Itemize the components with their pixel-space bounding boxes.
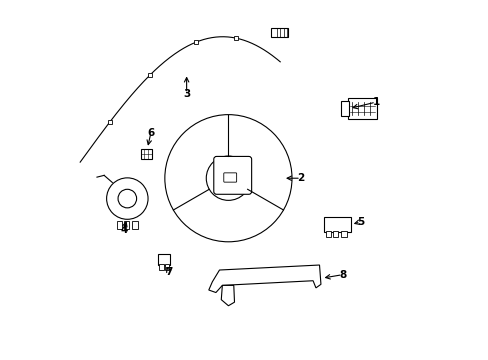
Text: 7: 7 [165,267,172,277]
Text: 6: 6 [147,128,154,138]
Polygon shape [221,285,234,306]
Polygon shape [208,265,320,293]
Text: 3: 3 [183,89,190,99]
FancyBboxPatch shape [270,28,288,37]
FancyBboxPatch shape [347,98,376,118]
FancyBboxPatch shape [224,173,236,182]
Text: 2: 2 [297,173,304,183]
FancyBboxPatch shape [165,264,169,270]
Circle shape [118,189,136,208]
FancyBboxPatch shape [116,221,122,229]
FancyBboxPatch shape [332,231,338,237]
FancyBboxPatch shape [159,264,163,270]
FancyBboxPatch shape [340,102,348,116]
FancyBboxPatch shape [158,254,170,265]
FancyBboxPatch shape [132,221,138,229]
FancyBboxPatch shape [213,157,251,194]
Text: 1: 1 [371,97,379,107]
Circle shape [164,114,291,242]
FancyBboxPatch shape [325,231,331,237]
Circle shape [206,156,250,201]
Circle shape [106,178,148,219]
FancyBboxPatch shape [340,231,346,237]
Circle shape [221,171,235,185]
Text: 8: 8 [338,270,346,280]
Text: 4: 4 [120,225,127,235]
FancyBboxPatch shape [141,149,152,158]
FancyBboxPatch shape [123,221,129,229]
FancyBboxPatch shape [323,217,350,232]
Text: 5: 5 [356,217,364,227]
